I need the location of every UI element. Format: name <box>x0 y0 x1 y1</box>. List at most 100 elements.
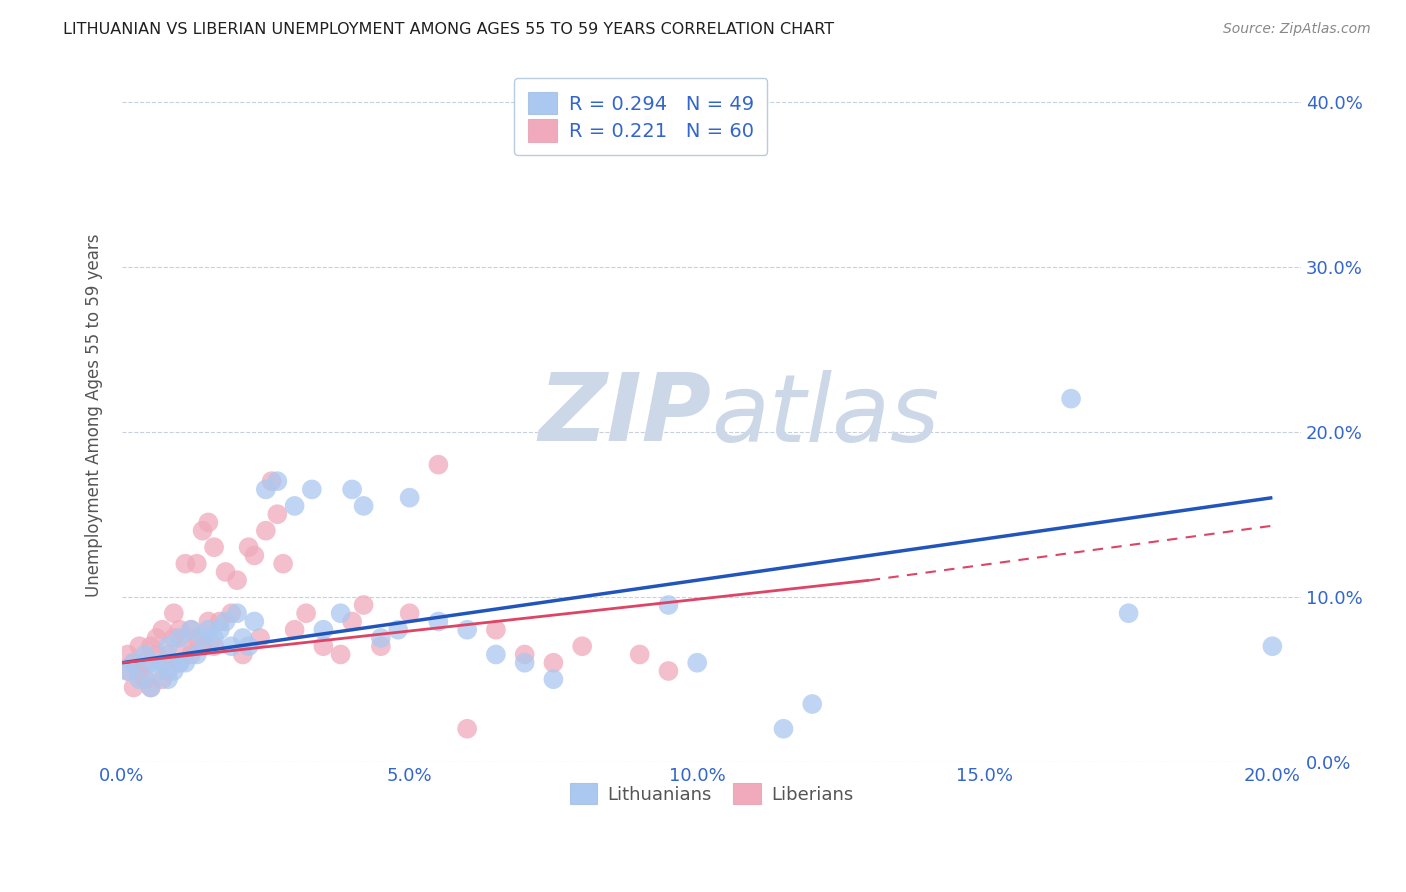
Point <box>353 499 375 513</box>
Point <box>169 656 191 670</box>
Point <box>186 648 208 662</box>
Point <box>208 615 231 629</box>
Point <box>1261 639 1284 653</box>
Point <box>180 623 202 637</box>
Point <box>128 672 150 686</box>
Point <box>485 623 508 637</box>
Point <box>214 615 236 629</box>
Point <box>163 664 186 678</box>
Point <box>485 648 508 662</box>
Point <box>513 656 536 670</box>
Point <box>157 648 180 662</box>
Point <box>134 656 156 670</box>
Point <box>169 656 191 670</box>
Point <box>329 606 352 620</box>
Point <box>232 631 254 645</box>
Point <box>174 557 197 571</box>
Point <box>186 557 208 571</box>
Point <box>169 623 191 637</box>
Point <box>312 623 335 637</box>
Point <box>221 639 243 653</box>
Point <box>202 631 225 645</box>
Point <box>254 483 277 497</box>
Point <box>628 648 651 662</box>
Point <box>427 458 450 472</box>
Point <box>191 639 214 653</box>
Point <box>543 672 565 686</box>
Point <box>427 615 450 629</box>
Point <box>157 672 180 686</box>
Point <box>340 615 363 629</box>
Point <box>174 639 197 653</box>
Point <box>150 623 173 637</box>
Point <box>214 565 236 579</box>
Point <box>284 499 307 513</box>
Point <box>571 639 593 653</box>
Point <box>145 648 167 662</box>
Point <box>145 664 167 678</box>
Point <box>117 664 139 678</box>
Point <box>128 664 150 678</box>
Point <box>134 648 156 662</box>
Point <box>513 648 536 662</box>
Point <box>191 524 214 538</box>
Y-axis label: Unemployment Among Ages 55 to 59 years: Unemployment Among Ages 55 to 59 years <box>86 234 103 597</box>
Point <box>301 483 323 497</box>
Point <box>117 648 139 662</box>
Point <box>370 631 392 645</box>
Point <box>197 623 219 637</box>
Point <box>312 639 335 653</box>
Point <box>249 631 271 645</box>
Point <box>353 598 375 612</box>
Point <box>157 664 180 678</box>
Point <box>226 606 249 620</box>
Point <box>686 656 709 670</box>
Point <box>202 540 225 554</box>
Point <box>163 631 186 645</box>
Legend: Lithuanians, Liberians: Lithuanians, Liberians <box>558 772 865 815</box>
Point <box>387 623 409 637</box>
Point <box>238 540 260 554</box>
Point <box>1118 606 1140 620</box>
Point <box>801 697 824 711</box>
Point <box>456 722 478 736</box>
Point <box>150 672 173 686</box>
Point <box>197 516 219 530</box>
Point <box>174 656 197 670</box>
Point <box>186 631 208 645</box>
Point <box>260 474 283 488</box>
Point <box>772 722 794 736</box>
Point <box>295 606 318 620</box>
Point <box>232 648 254 662</box>
Point <box>657 598 679 612</box>
Point <box>145 631 167 645</box>
Text: atlas: atlas <box>711 369 939 460</box>
Point <box>266 474 288 488</box>
Point <box>370 639 392 653</box>
Point <box>150 656 173 670</box>
Point <box>208 623 231 637</box>
Point <box>284 623 307 637</box>
Point <box>243 615 266 629</box>
Point <box>122 656 145 670</box>
Point <box>238 639 260 653</box>
Point <box>139 681 162 695</box>
Point <box>180 648 202 662</box>
Point <box>221 606 243 620</box>
Point <box>128 639 150 653</box>
Point <box>134 672 156 686</box>
Point <box>657 664 679 678</box>
Text: Source: ZipAtlas.com: Source: ZipAtlas.com <box>1223 22 1371 37</box>
Point <box>340 483 363 497</box>
Point <box>456 623 478 637</box>
Point <box>398 491 420 505</box>
Point <box>329 648 352 662</box>
Point <box>180 623 202 637</box>
Point <box>254 524 277 538</box>
Point <box>226 573 249 587</box>
Point <box>117 664 139 678</box>
Point <box>543 656 565 670</box>
Point <box>139 656 162 670</box>
Point <box>157 639 180 653</box>
Point <box>271 557 294 571</box>
